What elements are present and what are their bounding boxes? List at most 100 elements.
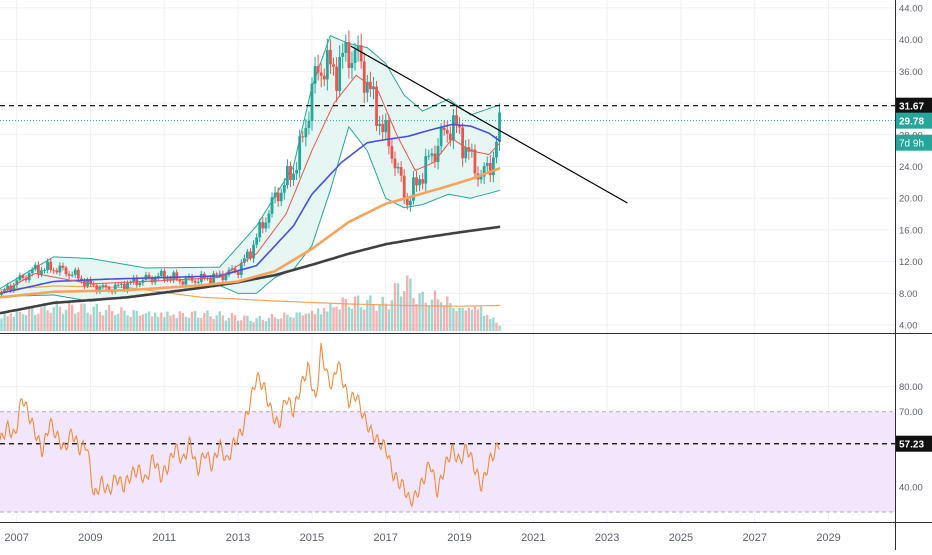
volume-bar [264, 321, 268, 331]
volume-bar [307, 313, 311, 331]
candle-body [92, 284, 96, 286]
volume-bar [218, 311, 221, 331]
volume-bar [114, 315, 117, 331]
candle-body [30, 269, 34, 274]
sma-mid-line [0, 123, 501, 295]
candle-body [273, 192, 277, 198]
time-axis[interactable]: 2007 2009 2011 2013 2015 2017 2019 2021 2023 2025… [4, 532, 840, 544]
time-tick-label: 2013 [226, 532, 250, 544]
candle-body [295, 169, 299, 174]
volume-bar [74, 313, 77, 331]
price-tag-level-1-bg [896, 97, 932, 114]
candle-body [405, 198, 409, 206]
candle-body [123, 283, 126, 291]
candle-body [15, 280, 19, 286]
volume-bar [350, 308, 354, 331]
candle-body [335, 66, 338, 91]
candle-body [246, 251, 249, 259]
candle-body [33, 264, 37, 270]
candle-body [138, 282, 142, 286]
candle-body [464, 147, 468, 159]
candle-body [64, 267, 68, 275]
volume-bar [372, 305, 375, 331]
volume-bar [381, 296, 384, 331]
candle-body [473, 149, 477, 174]
volume-bar [104, 310, 108, 331]
rsi-band-top-label: 70.00 [899, 407, 923, 418]
volume-bar [396, 283, 400, 331]
volume-bar [107, 305, 111, 331]
candle-body [270, 197, 274, 214]
volume-bar [313, 313, 317, 331]
candle-body [67, 274, 71, 276]
candle-body [267, 213, 271, 223]
volume-bar [0, 318, 3, 331]
volume-bar [449, 303, 452, 331]
volume-bar [464, 310, 467, 331]
candle-body [458, 125, 461, 128]
volume-bar [135, 310, 138, 331]
volume-bar [384, 303, 387, 331]
volume-bar [399, 296, 403, 331]
volume-bar [292, 317, 295, 331]
candle-body [169, 278, 172, 281]
candle-body [221, 273, 225, 281]
volume-bar [123, 310, 126, 331]
candle-body [427, 155, 431, 157]
volume-bar [406, 275, 409, 331]
candle-body [285, 166, 289, 185]
volume-bar [212, 319, 215, 331]
volume-bar [203, 312, 206, 331]
candle-body [304, 127, 308, 138]
volume-bar [126, 315, 129, 331]
volume-bar [341, 297, 344, 331]
candle-body [6, 285, 10, 290]
volume-bar [89, 314, 92, 331]
volume-bar [9, 313, 12, 331]
rsi-axis[interactable]: 80.00 40.00 70.00 57.23 [896, 382, 932, 493]
candle-body [313, 66, 317, 84]
volume-bar [289, 317, 292, 331]
time-tick-label: 2011 [152, 532, 176, 544]
volume-bar [193, 311, 197, 331]
time-tick-label: 2007 [4, 532, 28, 544]
volume-bar [31, 307, 34, 331]
candle-body [184, 277, 188, 285]
volume-bar [356, 295, 360, 331]
volume-bar [470, 309, 474, 331]
price-axis[interactable]: 44.0040.0036.0032.0028.0024.0020.0016.00… [896, 3, 932, 332]
volume-bar [353, 296, 357, 331]
volume-bar [221, 315, 225, 331]
candle-body [452, 115, 455, 141]
volume-bar [237, 320, 240, 331]
volume-bar [215, 315, 218, 331]
price-tick-label: 40.00 [899, 35, 923, 46]
volume-bar [190, 311, 194, 331]
volume-bar [252, 322, 255, 331]
candle-body [282, 184, 286, 193]
volume-average-line [0, 285, 501, 307]
volume-bar [92, 306, 95, 331]
candle-body [396, 167, 400, 169]
volume-bar [240, 320, 243, 331]
volume-bar [98, 311, 102, 331]
candle-body [36, 264, 40, 275]
candle-body [350, 62, 354, 68]
volume-bar [335, 306, 338, 331]
candle-body [9, 285, 13, 291]
candle-body [58, 265, 62, 273]
volume-bar [298, 312, 301, 331]
candle-body [341, 52, 345, 57]
candle-body [276, 192, 280, 202]
price-tick-label: 20.00 [899, 194, 923, 205]
time-tick-label: 2029 [816, 532, 840, 544]
rsi-tick-label: 40.00 [899, 482, 923, 493]
candle-body [264, 222, 268, 229]
volume-bar [332, 307, 335, 331]
volume-bar [492, 317, 495, 331]
rsi-level-tag-text: 57.23 [899, 440, 924, 451]
volume-bar [209, 316, 212, 331]
countdown-tag-text: 7d 9h [899, 139, 924, 150]
bollinger-fill [0, 35, 501, 302]
